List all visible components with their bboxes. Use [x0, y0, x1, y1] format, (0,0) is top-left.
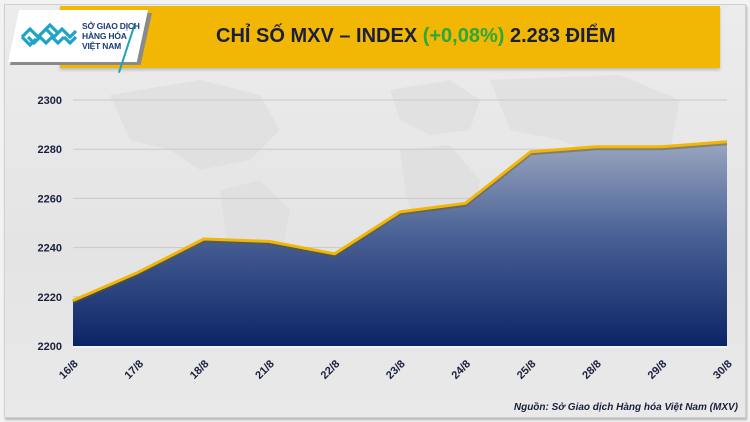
x-tick-label: 22/8	[319, 358, 343, 382]
x-tick-label: 30/8	[711, 358, 735, 382]
x-axis-ticks: 16/8 17/8 18/8 21/8 22/8 23/8 24/8 25/8 28/8 29/8…	[57, 358, 735, 382]
x-tick-label: 16/8	[57, 358, 81, 382]
title-value: 2.283 ĐIỂM	[504, 25, 616, 47]
page-title: CHỈ SỐ MXV – INDEX (+0,08%) 2.283 ĐIỂM	[200, 25, 720, 48]
y-tick-label: 2280	[38, 144, 62, 156]
x-tick-label: 24/8	[449, 358, 473, 382]
title-banner	[60, 6, 720, 68]
x-tick-label: 28/8	[580, 358, 604, 382]
title-change-percent: (+0,08%)	[422, 25, 505, 47]
y-axis-ticks: 2200 2220 2240 2260 2280 2300	[38, 95, 62, 353]
source-note: Nguồn: Sở Giao dịch Hàng hóa Việt Nam (M…	[513, 402, 738, 413]
logo-line-2: HÀNG HÓA	[82, 31, 127, 41]
logo-text: SỞ GIAO DỊCH HÀNG HÓA VIỆT NAM	[82, 21, 140, 51]
x-tick-label: 25/8	[515, 358, 539, 382]
index-line	[72, 140, 728, 302]
logo-line-3: VIỆT NAM	[82, 41, 122, 51]
x-tick-label: 23/8	[384, 358, 408, 382]
mxv-diamond-logo-icon	[20, 22, 78, 48]
y-tick-label: 2220	[38, 292, 62, 304]
y-tick-label: 2300	[38, 95, 62, 107]
logo-line-1: SỞ GIAO DỊCH	[82, 21, 140, 31]
x-tick-label: 18/8	[188, 358, 212, 382]
y-tick-label: 2200	[38, 341, 62, 353]
x-tick-label: 29/8	[646, 358, 670, 382]
title-main: CHỈ SỐ MXV – INDEX	[216, 25, 423, 47]
area-fill	[73, 141, 727, 346]
y-tick-label: 2260	[38, 193, 62, 205]
y-tick-label: 2240	[38, 243, 62, 255]
x-tick-label: 21/8	[253, 358, 277, 382]
x-tick-label: 17/8	[122, 358, 146, 382]
